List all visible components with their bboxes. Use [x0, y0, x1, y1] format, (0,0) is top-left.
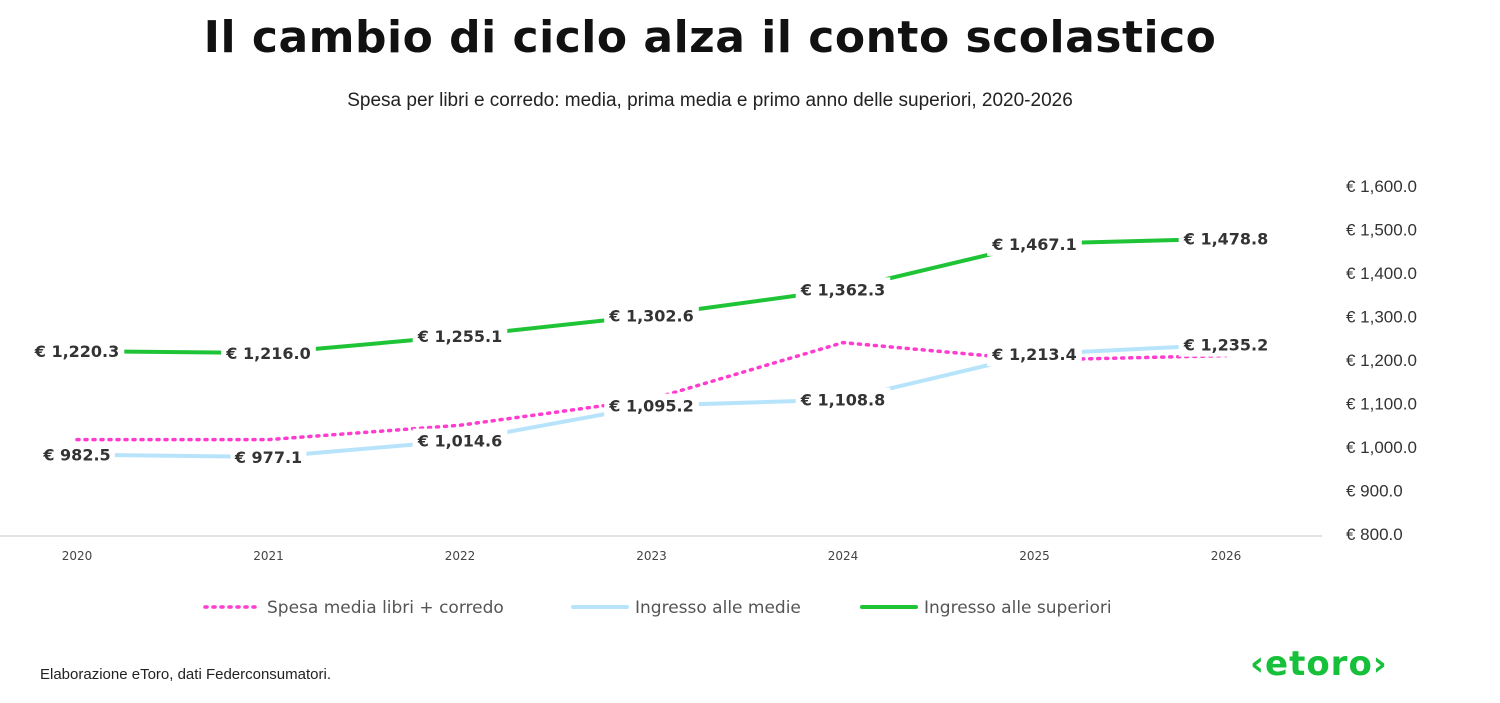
y-tick-label: € 1,000.0	[1346, 438, 1417, 457]
data-label: € 982.5	[42, 446, 110, 465]
y-tick-label: € 1,300.0	[1346, 308, 1417, 327]
data-label: € 1,095.2	[608, 397, 694, 416]
chart-subtitle: Spesa per libri e corredo: media, prima …	[347, 90, 1073, 111]
data-label: € 977.1	[234, 448, 302, 467]
etoro-logo: ‹etoro›	[1250, 644, 1388, 684]
x-tick-label: 2024	[828, 549, 859, 563]
source-note: Elaborazione eToro, dati Federconsumator…	[40, 666, 331, 683]
data-label: € 1,478.8	[1183, 230, 1269, 249]
data-label-bg	[1178, 332, 1274, 357]
data-label: € 1,467.1	[991, 235, 1077, 254]
legend-label: Spesa media libri + corredo	[267, 598, 504, 618]
data-label-bg	[604, 303, 699, 328]
y-tick-label: € 1,600.0	[1346, 177, 1417, 196]
x-tick-label: 2023	[636, 549, 667, 563]
data-label-bg	[795, 277, 891, 302]
data-label: € 1,235.2	[1183, 336, 1269, 355]
y-tick-label: € 1,400.0	[1346, 264, 1417, 283]
data-label: € 1,216.0	[225, 344, 311, 363]
data-label-bg	[39, 442, 115, 467]
y-tick-label: € 1,500.0	[1346, 221, 1417, 240]
data-label-bg	[604, 393, 699, 418]
data-label-bg	[1178, 226, 1274, 251]
x-tick-label: 2022	[445, 549, 476, 563]
data-label-bg	[795, 387, 891, 412]
y-tick-label: € 1,200.0	[1346, 351, 1417, 370]
y-tick-label: € 900.0	[1346, 482, 1403, 501]
legend-label: Ingresso alle medie	[635, 598, 801, 618]
data-label-bg	[412, 324, 508, 349]
x-tick-label: 2026	[1211, 549, 1242, 563]
series-line-3	[75, 236, 1228, 356]
data-label: € 1,302.6	[608, 306, 694, 325]
data-label-bg	[230, 444, 307, 469]
data-label: € 1,362.3	[800, 280, 886, 299]
data-label-bg	[987, 342, 1082, 367]
data-label: € 1,220.3	[34, 342, 120, 361]
data-label-bg	[221, 341, 316, 366]
data-label: € 1,014.6	[417, 432, 503, 451]
data-label: € 1,108.8	[800, 391, 886, 410]
x-tick-label: 2021	[253, 549, 284, 563]
chart-title: Il cambio di ciclo alza il conto scolast…	[203, 12, 1217, 63]
data-label-bg	[412, 428, 508, 453]
x-tick-label: 2025	[1019, 549, 1050, 563]
data-label: € 1,255.1	[417, 327, 503, 346]
data-label: € 1,213.4	[991, 345, 1077, 364]
y-tick-label: € 800.0	[1346, 525, 1403, 544]
x-tick-label: 2020	[62, 549, 93, 563]
legend-label: Ingresso alle superiori	[924, 598, 1112, 618]
data-label-bg	[987, 231, 1082, 256]
y-tick-label: € 1,100.0	[1346, 395, 1417, 414]
data-label-bg	[29, 339, 125, 364]
